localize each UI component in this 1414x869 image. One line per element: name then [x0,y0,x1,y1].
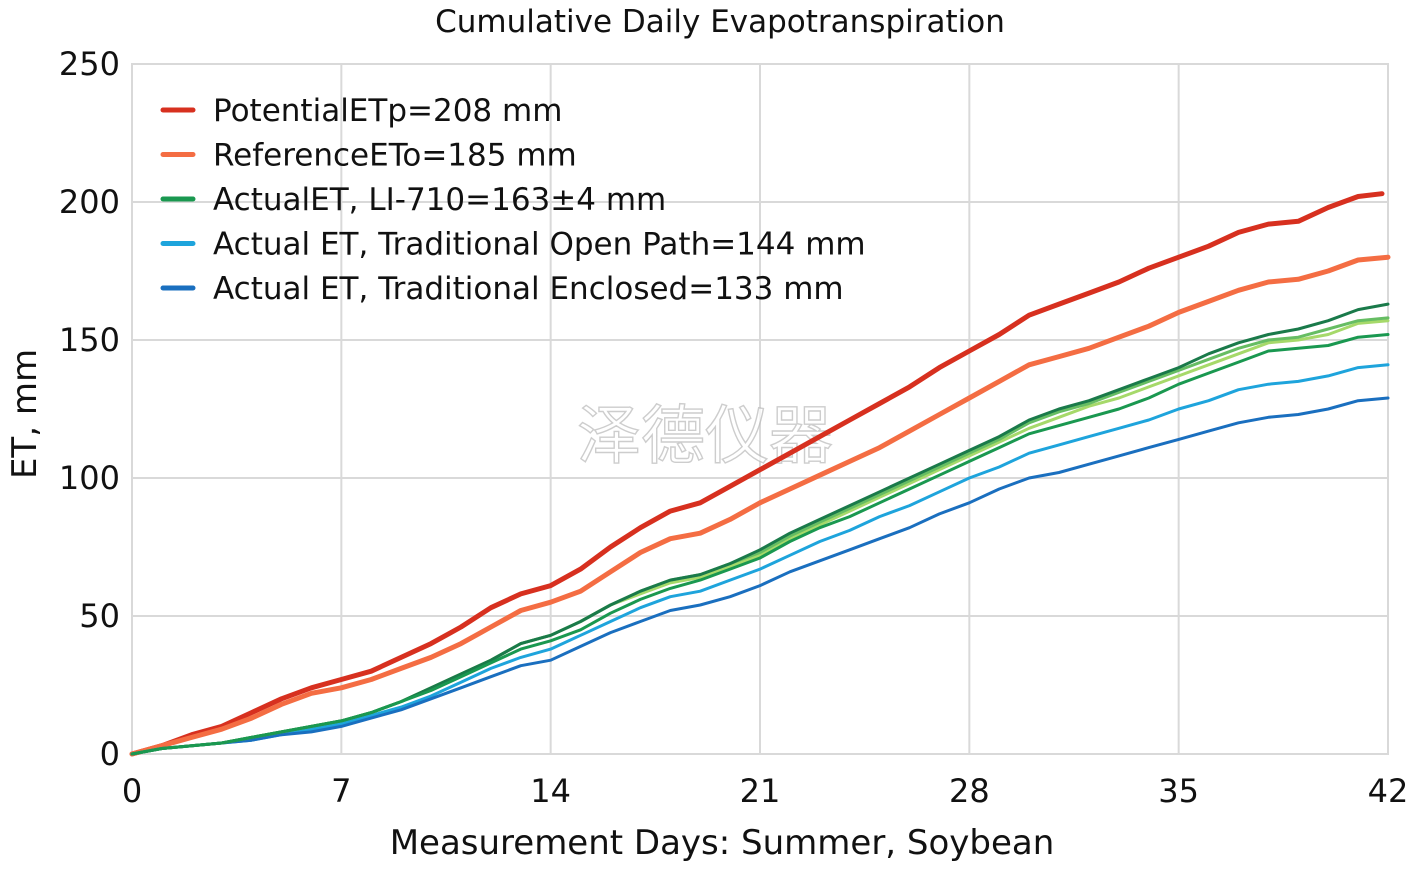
x-tick-label: 35 [1158,772,1199,810]
watermark: 泽德仪器 [577,400,833,474]
legend-label: PotentialETp=208 mm [213,93,562,129]
legend-label: ReferenceETo=185 mm [213,138,577,174]
y-tick-label: 50 [79,597,120,635]
x-tick-label: 28 [949,772,990,810]
legend-label: ActualET, LI-710=163±4 mm [213,182,666,218]
x-tick-label: 14 [530,772,571,810]
plot-series [129,191,1391,757]
y-axis-label: ET, mm [5,349,45,479]
x-tick-label: 42 [1368,772,1409,810]
y-tick-label: 150 [59,321,120,359]
series-line-referenceeto-185-mm [129,254,1391,757]
legend-label: Actual ET, Traditional Open Path=144 mm [213,227,866,263]
axis-ticks: 0 50 100 150 200 250 0 7 14 21 28 35 42 [59,45,1408,810]
x-tick-label: 0 [122,772,142,810]
series-line-actualet-li-710-163-4-mm [130,333,1390,756]
legend-label: Actual ET, Traditional Enclosed=133 mm [213,271,844,307]
series-line-actual-et-traditional-open-path-144-mm [130,363,1390,756]
x-tick-label: 21 [740,772,781,810]
y-tick-label: 250 [59,45,120,83]
y-tick-label: 100 [59,459,120,497]
legend: PotentialETp=208 mm ReferenceETo=185 mm Ac… [160,93,866,307]
y-tick-label: 0 [100,735,120,773]
series-line-potentialetp-208-mm [129,191,1385,757]
x-tick-label: 7 [331,772,351,810]
chart-title: Cumulative Daily Evapotranspiration [435,4,1005,40]
x-axis-label: Measurement Days: Summer, Soybean [390,823,1055,863]
series-line-actual-et-traditional-enclosed-133-mm [130,396,1390,756]
y-tick-label: 200 [59,183,120,221]
